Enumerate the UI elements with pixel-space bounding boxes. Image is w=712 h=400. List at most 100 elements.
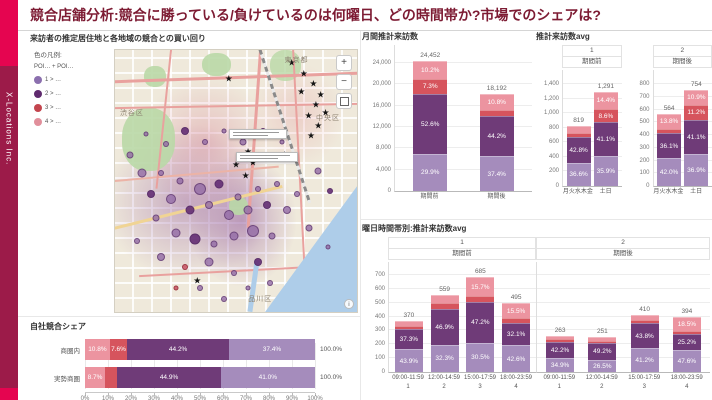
map-data-point[interactable] xyxy=(162,141,169,148)
bar-segment-light[interactable]: 41.0% xyxy=(220,367,315,388)
stacked-bar[interactable]: 32.3% 46.9% xyxy=(430,294,459,372)
bar-segment-red[interactable]: 11.2% xyxy=(684,104,709,121)
stacked-bar[interactable]: 26.5% 49.2% xyxy=(588,337,617,372)
map-data-point[interactable] xyxy=(229,231,239,241)
map-data-point[interactable] xyxy=(268,232,276,240)
map-data-point[interactable] xyxy=(314,167,322,175)
map-data-point[interactable] xyxy=(181,127,190,136)
bar-segment-pink[interactable]: 8.7% xyxy=(85,367,105,388)
bar-segment-pink[interactable]: 15.7% xyxy=(466,277,495,297)
stacked-bar[interactable]: 29.9% 52.6% 7.3% 10.2% xyxy=(413,60,448,191)
bar-segment-pink[interactable] xyxy=(588,337,617,342)
bar-segment-pink[interactable] xyxy=(566,126,591,133)
map-data-point[interactable] xyxy=(239,138,247,146)
map-data-point[interactable] xyxy=(171,228,180,238)
map-data-point[interactable] xyxy=(156,252,165,261)
bar-segment-red[interactable]: 7.3% xyxy=(413,78,448,94)
stacked-hbar[interactable]: 8.7% 44.9% 41.0% xyxy=(85,367,315,388)
competitor-star-marker[interactable]: ★ xyxy=(224,73,233,84)
map-info-icon[interactable]: i xyxy=(344,299,354,309)
bar-segment-red[interactable] xyxy=(657,128,682,134)
map-data-point[interactable] xyxy=(243,205,253,215)
map-data-point[interactable] xyxy=(143,131,149,137)
map-data-point[interactable] xyxy=(137,168,147,178)
map-data-point[interactable] xyxy=(230,269,237,276)
competitor-star-marker[interactable]: ★ xyxy=(244,147,252,157)
map-data-point[interactable] xyxy=(214,179,224,189)
stacked-bar[interactable]: 42.0% 36.1% 13.8% xyxy=(657,114,682,186)
bar-segment-light[interactable]: 35.9% xyxy=(593,155,618,186)
zoom-out-button[interactable]: − xyxy=(336,74,352,90)
map-data-point[interactable] xyxy=(157,170,164,177)
bar-segment-dark[interactable]: 41.1% xyxy=(593,122,618,156)
legend-item[interactable]: 1 > … xyxy=(34,76,112,84)
bar-segment-red[interactable]: 8.6% xyxy=(593,108,618,123)
bar-segment-dark[interactable]: 47.2% xyxy=(466,301,495,343)
bar-segment-pink[interactable] xyxy=(546,335,575,340)
map-data-point[interactable] xyxy=(279,139,285,145)
map-data-point[interactable] xyxy=(152,214,160,222)
competitor-star-marker[interactable]: ★ xyxy=(304,110,313,120)
map-data-point[interactable] xyxy=(253,258,262,267)
bar-segment-pink[interactable]: 10.8% xyxy=(85,339,110,360)
bar-segment-light[interactable]: 36.9% xyxy=(684,154,709,186)
bar-segment-light[interactable]: 36.6% xyxy=(566,162,591,186)
map-data-point[interactable] xyxy=(205,200,214,209)
bar-segment-pink[interactable]: 10.2% xyxy=(413,60,448,79)
map-data-point[interactable] xyxy=(325,244,331,249)
zoom-in-button[interactable]: + xyxy=(336,55,352,71)
bar-segment-red[interactable] xyxy=(502,318,531,324)
competitor-star-marker[interactable]: ★ xyxy=(306,130,316,141)
bar-segment-red[interactable] xyxy=(430,302,459,309)
bar-segment-light[interactable]: 42.6% xyxy=(502,345,531,372)
bar-segment-red[interactable] xyxy=(466,296,495,302)
map-data-point[interactable] xyxy=(182,264,189,271)
bar-segment-pink[interactable]: 15.5% xyxy=(502,303,531,319)
competitor-star-marker[interactable]: ★ xyxy=(241,170,250,181)
legend-item[interactable]: 2 > … xyxy=(34,90,112,98)
bar-segment-red[interactable] xyxy=(672,330,701,335)
map-data-point[interactable] xyxy=(266,280,273,287)
map-data-point[interactable] xyxy=(210,240,218,248)
bar-segment-dark[interactable]: 44.2% xyxy=(127,339,229,360)
bar-segment-light[interactable]: 43.9% xyxy=(394,349,423,372)
bar-segment-red[interactable] xyxy=(630,320,659,324)
bar-segment-dark[interactable]: 49.2% xyxy=(588,343,617,360)
bar-segment-red[interactable] xyxy=(105,367,118,388)
map-data-point[interactable] xyxy=(274,180,281,187)
bar-segment-pink[interactable] xyxy=(394,320,423,326)
bar-segment-red[interactable] xyxy=(588,341,617,344)
competitor-star-marker[interactable]: ★ xyxy=(297,86,306,97)
bar-segment-red[interactable] xyxy=(546,339,575,342)
stacked-bar[interactable]: 37.4% 44.2% 10.8% xyxy=(479,93,514,191)
map-data-point[interactable] xyxy=(246,224,259,237)
bar-segment-light[interactable]: 41.2% xyxy=(630,348,659,372)
bar-segment-pink[interactable]: 14.4% xyxy=(593,91,618,109)
map-data-point[interactable] xyxy=(176,177,184,185)
map-data-point[interactable] xyxy=(189,233,201,245)
bar-segment-pink[interactable]: 13.8% xyxy=(657,114,682,129)
bar-segment-light[interactable]: 29.9% xyxy=(413,153,448,191)
bar-segment-light[interactable]: 37.4% xyxy=(228,339,315,360)
stacked-bar[interactable]: 47.6% 25.2% 18.5% xyxy=(672,317,701,372)
map-data-point[interactable] xyxy=(201,138,208,145)
bar-segment-dark[interactable]: 42.8% xyxy=(566,136,591,163)
bar-segment-dark[interactable]: 41.1% xyxy=(684,120,709,155)
bar-segment-dark[interactable]: 42.2% xyxy=(546,341,575,358)
map-data-point[interactable] xyxy=(221,128,227,134)
map-data-point[interactable] xyxy=(196,285,203,292)
bar-segment-pink[interactable] xyxy=(630,315,659,321)
bar-segment-dark[interactable]: 52.6% xyxy=(413,93,448,154)
bar-segment-red[interactable]: 7.6% xyxy=(109,339,128,360)
bar-segment-dark[interactable]: 44.2% xyxy=(479,116,514,157)
stacked-bar[interactable]: 43.9% 37.3% xyxy=(394,320,423,372)
stacked-bar[interactable]: 30.5% 47.2% 15.7% xyxy=(466,277,495,372)
competitor-star-marker[interactable]: ★ xyxy=(316,89,325,100)
bar-segment-dark[interactable]: 36.1% xyxy=(657,133,682,159)
competitor-star-marker[interactable]: ★ xyxy=(311,99,320,110)
competitor-star-marker[interactable]: ★ xyxy=(231,159,241,170)
bar-segment-pink[interactable]: 10.9% xyxy=(684,89,709,105)
bar-segment-dark[interactable]: 25.2% xyxy=(672,334,701,350)
map-data-point[interactable] xyxy=(293,191,300,198)
bar-segment-red[interactable] xyxy=(394,325,423,329)
